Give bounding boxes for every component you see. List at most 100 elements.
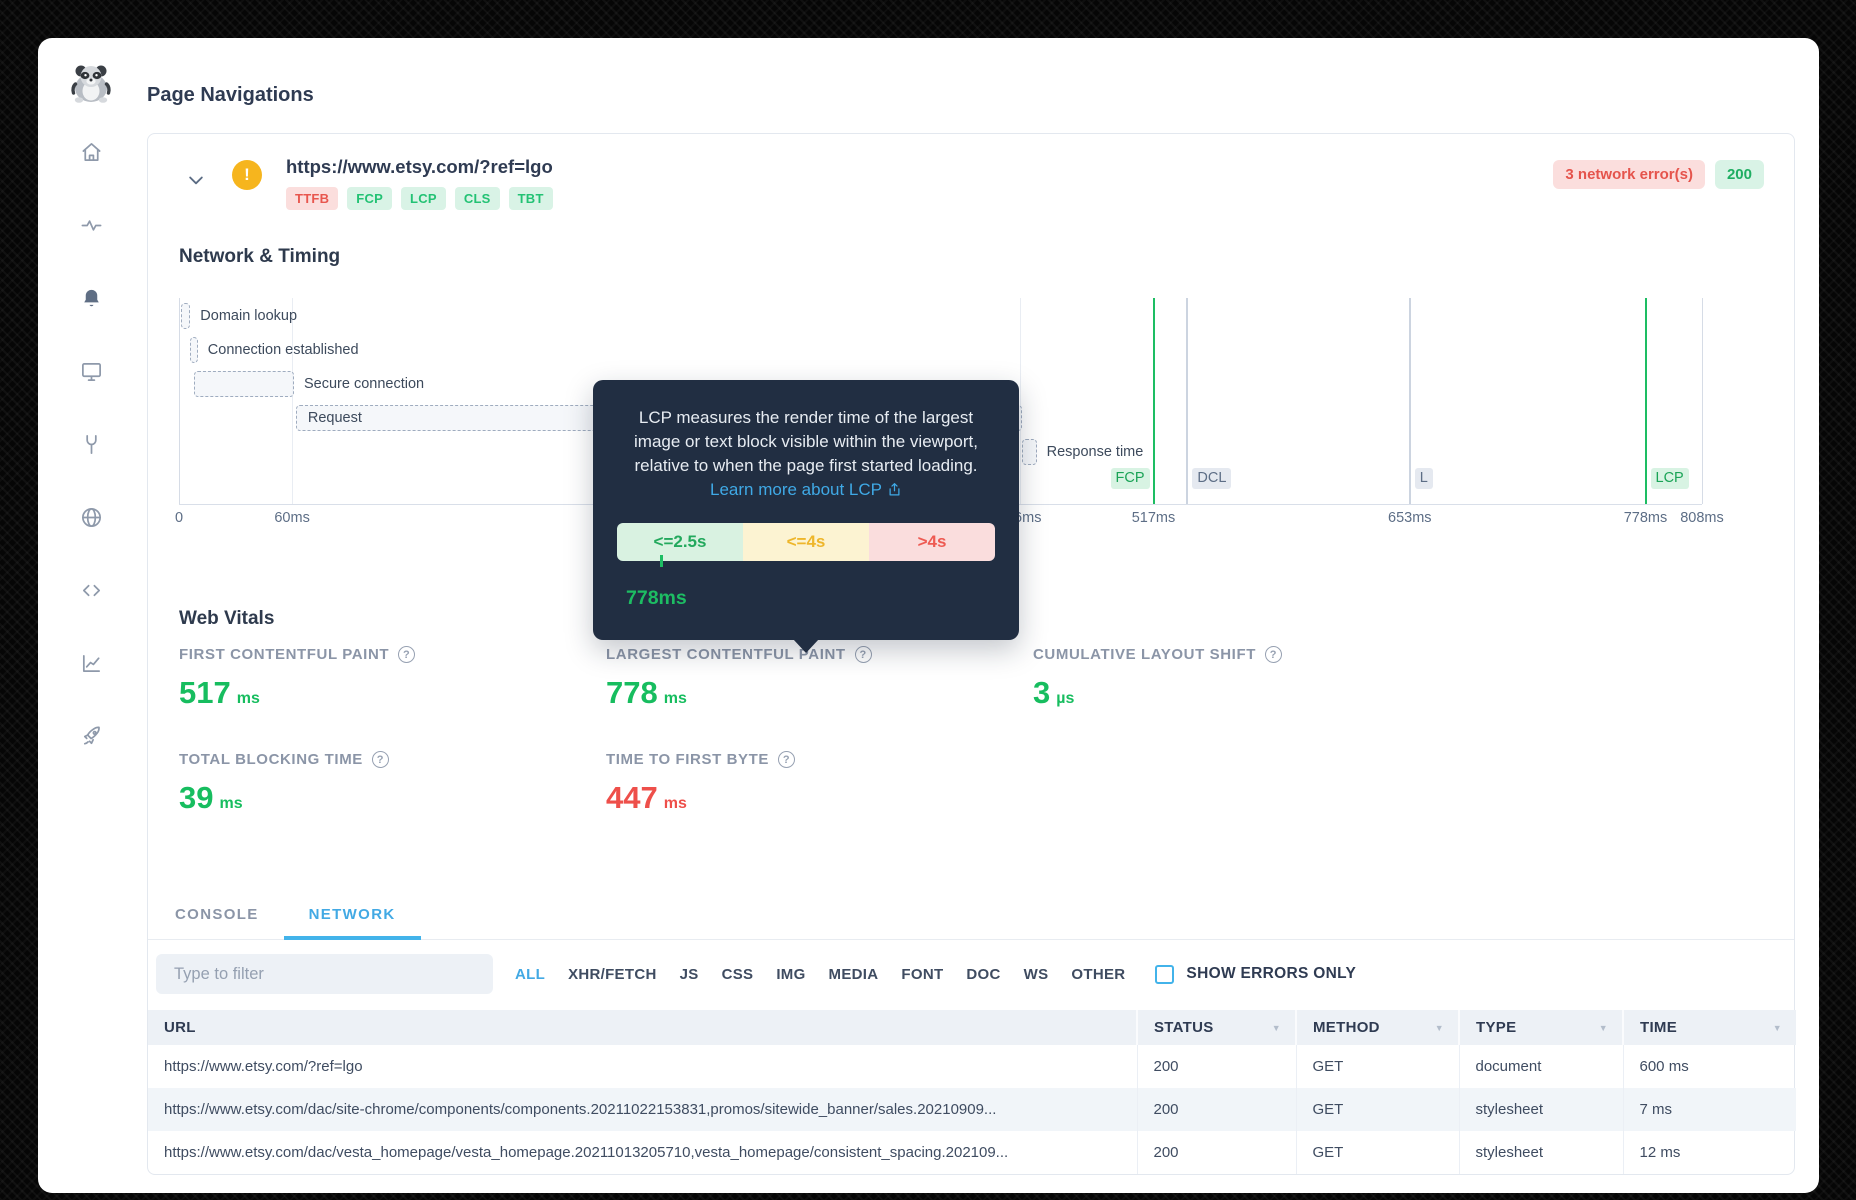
type-filter-css[interactable]: CSS bbox=[721, 965, 754, 983]
line-chart-icon bbox=[82, 654, 100, 673]
metric-unit: ms bbox=[236, 690, 260, 707]
lcp-marker-value: 778ms bbox=[626, 586, 687, 609]
event-line-lcp bbox=[1644, 298, 1647, 504]
tab-console[interactable]: CONSOLE bbox=[175, 906, 259, 923]
metric-value: 3 µs bbox=[1033, 675, 1763, 711]
help-icon[interactable]: ? bbox=[398, 646, 416, 663]
page-title: Page Navigations bbox=[147, 84, 314, 106]
status-cell: 200 bbox=[1136, 1088, 1296, 1131]
metric-label: FIRST CONTENTFUL PAINT? bbox=[179, 646, 606, 663]
learn-more-lcp-link[interactable]: Learn more about LCP bbox=[710, 480, 882, 500]
sidebar-item-home[interactable] bbox=[55, 116, 128, 189]
table-row[interactable]: https://www.etsy.com/dac/site-chrome/com… bbox=[148, 1088, 1796, 1131]
type-filter-font[interactable]: FONT bbox=[901, 965, 944, 983]
metric-unit: ms bbox=[219, 795, 243, 812]
metric-value: 778 ms bbox=[606, 675, 1033, 711]
time-cell: 7 ms bbox=[1622, 1088, 1796, 1131]
lcp-marker-pin bbox=[657, 554, 666, 567]
gridline bbox=[1019, 298, 1021, 504]
rocket-icon bbox=[83, 726, 100, 745]
event-line-dcl bbox=[1186, 298, 1189, 504]
sidebar-item-monitor[interactable] bbox=[55, 335, 128, 408]
metric-unit: µs bbox=[1056, 690, 1075, 707]
type-filter-other[interactable]: OTHER bbox=[1071, 965, 1126, 983]
metric-label-text: FIRST CONTENTFUL PAINT bbox=[179, 646, 390, 663]
column-header-status[interactable]: STATUS ▼ bbox=[1136, 1010, 1296, 1045]
threshold-y: <=4s bbox=[743, 522, 869, 561]
phase-label: Secure connection bbox=[304, 376, 425, 392]
help-icon[interactable]: ? bbox=[371, 751, 389, 768]
column-header-time[interactable]: TIME ▼ bbox=[1622, 1010, 1796, 1045]
type-filter-xhrfetch[interactable]: XHR/FETCH bbox=[568, 965, 657, 983]
mascot-icon bbox=[71, 65, 111, 103]
event-label-dcl: DCL bbox=[1192, 468, 1232, 489]
url-cell: https://www.etsy.com/dac/vesta_homepage/… bbox=[164, 1144, 1009, 1161]
sidebar-item-code[interactable] bbox=[55, 554, 128, 627]
gridline bbox=[179, 298, 180, 504]
monitor-icon bbox=[81, 362, 101, 381]
time-cell: 600 ms bbox=[1622, 1045, 1796, 1088]
column-header-method[interactable]: METHOD ▼ bbox=[1295, 1010, 1459, 1045]
show-errors-checkbox[interactable] bbox=[1155, 964, 1175, 984]
filter-row: ALLXHR/FETCHJSCSSIMGMEDIAFONTDOCWSOTHER … bbox=[148, 940, 1794, 1010]
sidebar-item-line-chart[interactable] bbox=[55, 627, 128, 700]
filter-input[interactable] bbox=[156, 954, 493, 994]
sort-caret-icon: ▼ bbox=[1598, 1023, 1608, 1033]
phase-label: Domain lookup bbox=[200, 308, 298, 324]
metric-time-to-first-byte: TIME TO FIRST BYTE? 447 ms bbox=[606, 751, 1033, 816]
table-row[interactable]: https://www.etsy.com/dac/vesta_homepage/… bbox=[148, 1131, 1796, 1174]
metric-label-text: TOTAL BLOCKING TIME bbox=[179, 751, 363, 768]
type-filter-ws[interactable]: WS bbox=[1023, 965, 1049, 983]
sidebar-item-activity[interactable] bbox=[55, 189, 128, 262]
metric-label: TIME TO FIRST BYTE? bbox=[606, 751, 1033, 768]
tools-icon bbox=[85, 435, 97, 454]
metric-number: 517 bbox=[179, 675, 231, 710]
metric-unit: ms bbox=[663, 690, 687, 707]
globe-icon bbox=[81, 508, 101, 527]
phase-bar-domain-lookup bbox=[180, 303, 191, 329]
axis-tick-label: 653ms bbox=[1388, 510, 1432, 526]
help-icon[interactable]: ? bbox=[1264, 646, 1282, 663]
main-area: Page Navigations ! https://www.etsy.com/… bbox=[147, 38, 1819, 1175]
sidebar-item-rocket[interactable] bbox=[55, 700, 128, 773]
waterfall-axis: 0 60ms 446ms 517ms 653ms 778ms 808ms bbox=[175, 505, 1724, 527]
event-label-l: L bbox=[1414, 468, 1433, 489]
web-vitals-metrics: FIRST CONTENTFUL PAINT? 517 ms LARGEST CONT… bbox=[179, 646, 1763, 816]
type-filter-doc[interactable]: DOC bbox=[966, 965, 1001, 983]
metric-value: 447 ms bbox=[606, 780, 1033, 816]
sidebar-item-bell[interactable] bbox=[55, 262, 128, 335]
sidebar-item-tools[interactable] bbox=[55, 408, 128, 481]
help-icon[interactable]: ? bbox=[854, 646, 872, 663]
navigation-url: https://www.etsy.com/?ref=lgo bbox=[286, 156, 553, 177]
column-header-url[interactable]: URL bbox=[148, 1010, 1137, 1045]
phase-label: Response time bbox=[1046, 444, 1144, 460]
table-row[interactable]: https://www.etsy.com/?ref=lgo 200 GET docum… bbox=[148, 1045, 1796, 1088]
collapse-chevron-down-icon[interactable] bbox=[186, 170, 206, 210]
warning-icon: ! bbox=[232, 160, 262, 190]
app-logo-mascot-icon[interactable] bbox=[69, 62, 113, 104]
type-filter-js[interactable]: JS bbox=[679, 965, 699, 983]
help-icon[interactable]: ? bbox=[778, 751, 796, 768]
metric-total-blocking-time: TOTAL BLOCKING TIME? 39 ms bbox=[179, 751, 606, 816]
metric-cumulative-layout-shift: CUMULATIVE LAYOUT SHIFT? 3 µs bbox=[1033, 646, 1763, 711]
axis-tick-label: 0 bbox=[174, 510, 184, 526]
type-filter-img[interactable]: IMG bbox=[776, 965, 806, 983]
lcp-threshold-scale: <=2.5s <=4s >4s bbox=[617, 522, 995, 567]
metric-first-contentful-paint: FIRST CONTENTFUL PAINT? 517 ms bbox=[179, 646, 606, 711]
metric-label: TOTAL BLOCKING TIME? bbox=[179, 751, 606, 768]
sidebar-item-globe[interactable] bbox=[55, 481, 128, 554]
type-filter-media[interactable]: MEDIA bbox=[828, 965, 879, 983]
tab-network[interactable]: NETWORK bbox=[283, 894, 421, 940]
time-cell: 12 ms bbox=[1622, 1131, 1796, 1174]
vital-badges: TTFB FCP LCP CLS TBT bbox=[286, 187, 553, 210]
request-table: URL STATUS ▼ METHOD ▼ TYPE ▼ TIME ▼ https://www.… bbox=[148, 1010, 1796, 1174]
axis-tick-label: 517ms bbox=[1131, 510, 1176, 526]
sort-caret-icon: ▼ bbox=[1271, 1023, 1281, 1033]
type-filter-all[interactable]: ALL bbox=[515, 965, 546, 983]
network-errors-badge: 3 network error(s) bbox=[1553, 160, 1705, 189]
method-cell: GET bbox=[1295, 1045, 1459, 1088]
show-errors-only-toggle[interactable]: SHOW ERRORS ONLY bbox=[1155, 964, 1356, 984]
code-icon bbox=[82, 584, 100, 597]
column-header-type[interactable]: TYPE ▼ bbox=[1458, 1010, 1623, 1045]
metric-number: 778 bbox=[606, 675, 658, 710]
